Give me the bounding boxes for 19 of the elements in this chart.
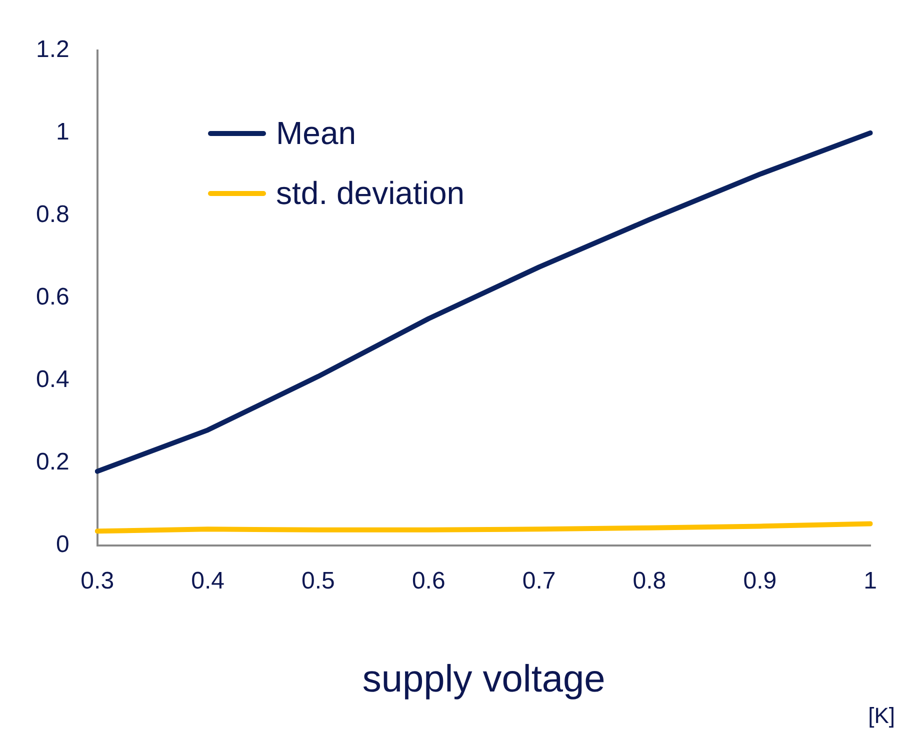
legend-label: std. deviation <box>276 174 465 212</box>
y-tick-label: 0.6 <box>36 284 70 311</box>
x-tick-label: 0.4 <box>191 568 224 595</box>
x-tick-label: 1 <box>864 568 878 595</box>
x-tick-label: 0.8 <box>632 568 666 595</box>
y-tick-label: 0 <box>56 531 70 558</box>
y-tick-label: 1.2 <box>36 36 70 64</box>
x-tick-label: 0.6 <box>412 568 446 595</box>
x-tick-label: 0.9 <box>743 568 777 595</box>
y-tick-label: 0.4 <box>36 366 70 394</box>
x-tick-label: 0.7 <box>522 568 556 595</box>
x-tick-label: 0.5 <box>302 568 335 595</box>
y-tick-label: 1 <box>56 118 70 146</box>
y-tick-label: 0.2 <box>36 448 70 476</box>
legend-label: Mean <box>276 114 356 152</box>
y-tick-label: 0.8 <box>36 201 70 228</box>
x-axis-title: supply voltage <box>362 658 606 701</box>
x-tick-label: 0.3 <box>80 568 114 595</box>
text: [K] <box>868 703 895 729</box>
